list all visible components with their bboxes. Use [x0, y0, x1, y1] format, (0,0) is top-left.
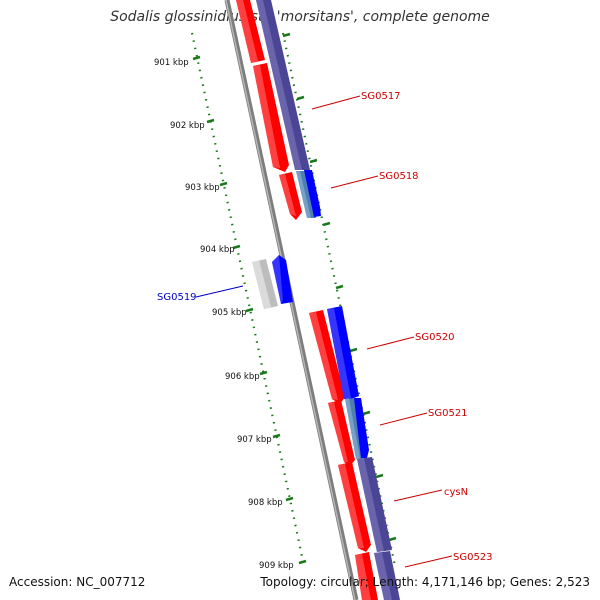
gene-feature-sg0519-grey[interactable]: [252, 259, 278, 309]
accession-text: Accession: NC_007712: [9, 575, 146, 589]
genome-title: Sodalis glossinidius str. 'morsitans', c…: [110, 9, 490, 25]
gene-feature-sg0520-red[interactable]: [309, 310, 345, 404]
gene-callout-sg0523[interactable]: SG0523: [404, 552, 493, 568]
genome-summary-text: Topology: circular; Length: 4,171,146 bp…: [260, 575, 590, 589]
gene-feature-sg0521-blue[interactable]: [354, 398, 369, 458]
scale-label-904: 904 kbp: [200, 245, 235, 255]
gene-callout-sg0518[interactable]: SG0518: [330, 171, 419, 189]
gene-callout-sg0521[interactable]: SG0521: [379, 408, 468, 426]
gene-label-cysn[interactable]: cysN: [444, 487, 468, 498]
scale-label-901: 901 kbp: [154, 58, 189, 68]
gene-callout-sg0517[interactable]: SG0517: [311, 91, 401, 110]
gene-callout-sg0519[interactable]: SG0519: [157, 285, 244, 303]
scale-label-907: 907 kbp: [237, 435, 272, 445]
gene-feature-sg0523-navy[interactable]: [374, 551, 400, 600]
gene-feature-sg0520-blue[interactable]: [327, 306, 359, 400]
scale-label-909: 909 kbp: [259, 561, 294, 571]
gene-callout-cysn[interactable]: cysN: [393, 487, 468, 502]
gene-label-sg0520[interactable]: SG0520: [415, 332, 455, 343]
gene-feature-sg0517-red[interactable]: [253, 63, 289, 172]
gene-label-sg0518[interactable]: SG0518: [379, 171, 419, 182]
gene-label-sg0517[interactable]: SG0517: [361, 91, 401, 102]
gene-feature-sg0521-red[interactable]: [328, 400, 355, 466]
scale-label-906: 906 kbp: [225, 372, 260, 382]
gene-feature-sg0519-blue[interactable]: [272, 255, 293, 304]
gene-feature-sg0518-steel[interactable]: [296, 171, 316, 218]
gene-feature-cysn-navy[interactable]: [357, 457, 392, 552]
gene-feature-sg0523-red[interactable]: [355, 552, 378, 600]
outer-dotted-track: [281, 32, 397, 567]
gene-feature-sg0518-red[interactable]: [279, 172, 302, 220]
gene-label-sg0519[interactable]: SG0519: [157, 292, 197, 303]
gene-label-sg0521[interactable]: SG0521: [428, 408, 468, 419]
gene-label-sg0523[interactable]: SG0523: [453, 552, 493, 563]
gene-callout-sg0520[interactable]: SG0520: [366, 332, 455, 350]
gene-feature-sg0517-navy[interactable]: [256, 0, 310, 170]
scale-label-903: 903 kbp: [185, 183, 220, 193]
scale-label-905: 905 kbp: [212, 308, 247, 318]
scale-label-908: 908 kbp: [248, 498, 283, 508]
scale-ticks: [192, 55, 307, 565]
gene-feature-sg0516-red[interactable]: [236, 0, 265, 63]
gene-feature-sg0518-blue[interactable]: [304, 170, 321, 217]
outer-ticks: [282, 32, 397, 542]
gene-feature-cysn-red[interactable]: [338, 462, 371, 552]
scale-label-902: 902 kbp: [170, 121, 205, 131]
